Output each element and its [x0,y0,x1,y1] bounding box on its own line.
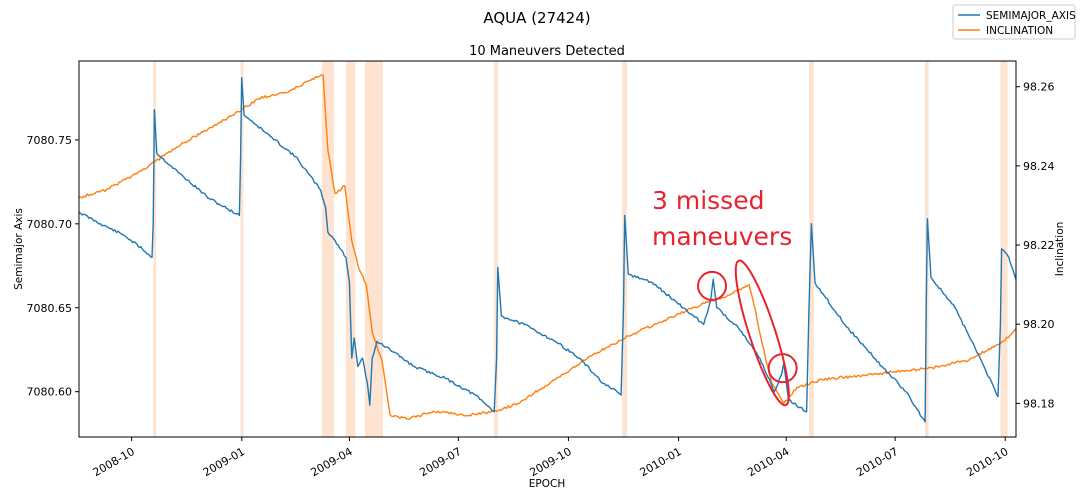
maneuver-window-10 [1000,61,1008,437]
series-line-inclination [78,74,1017,420]
right-y-tick-label: 98.26 [1023,81,1055,94]
x-tick-label: 2010-10 [964,445,1010,479]
x-tick-label: 2010-04 [745,445,791,479]
series-line-semimajor-axis [78,77,1017,423]
annotations: 3 missed maneuvers [652,186,798,407]
maneuver-windows [153,61,1008,437]
maneuver-window-4 [345,61,356,437]
left-y-tick-label: 7080.70 [27,218,73,231]
chart-suptitle: AQUA (27424) [483,9,590,27]
legend: SEMIMAJOR_AXIS INCLINATION [952,4,1076,40]
maneuver-window-6 [494,61,498,437]
maneuver-window-5 [365,61,383,437]
maneuver-window-2 [240,61,244,437]
legend-entry-inclination: INCLINATION [986,25,1053,37]
plot-frame [78,60,1017,438]
x-tick-label: 2010-07 [854,445,900,479]
left-y-axis-label: Semimajor Axis [13,208,25,290]
x-tick-label: 2009-01 [201,445,247,479]
left-y-tick-label: 7080.65 [27,302,73,315]
annotation-circle-1 [697,270,728,301]
right-y-tick-label: 98.18 [1023,397,1055,410]
maneuver-window-3 [321,61,334,437]
annotation-missed-maneuvers: 3 missed maneuvers [652,186,792,251]
right-y-tick-label: 98.24 [1023,160,1055,173]
x-tick-label: 2009-07 [417,445,463,479]
right-y-tick-label: 98.20 [1023,318,1055,331]
right-y-axis-ticks: 98.18 98.20 98.22 98.24 98.26 [1016,81,1055,410]
chart-title: 10 Maneuvers Detected [469,44,625,59]
x-tick-label: 2008-10 [91,445,137,479]
x-axis-label: EPOCH [529,478,565,490]
series-lines [78,74,1017,423]
x-tick-label: 2009-10 [527,445,573,479]
left-y-axis-ticks: 7080.60 7080.65 7080.70 7080.75 [27,134,79,399]
left-y-tick-label: 7080.60 [27,386,73,399]
legend-box [952,4,1076,40]
left-y-tick-label: 7080.75 [27,134,73,147]
x-tick-label: 2009-04 [308,445,354,479]
x-tick-label: 2010-01 [638,445,684,479]
legend-entry-semimajor-axis: SEMIMAJOR_AXIS [986,10,1076,22]
x-axis-ticks: 2008-10 2009-01 2009-04 2009-07 2009-10 2010-… [91,437,1011,479]
maneuver-window-1 [153,61,157,437]
right-y-tick-label: 98.22 [1023,239,1055,252]
annotation-ellipse [734,259,790,407]
right-y-axis-label: Inclination [1054,222,1066,277]
